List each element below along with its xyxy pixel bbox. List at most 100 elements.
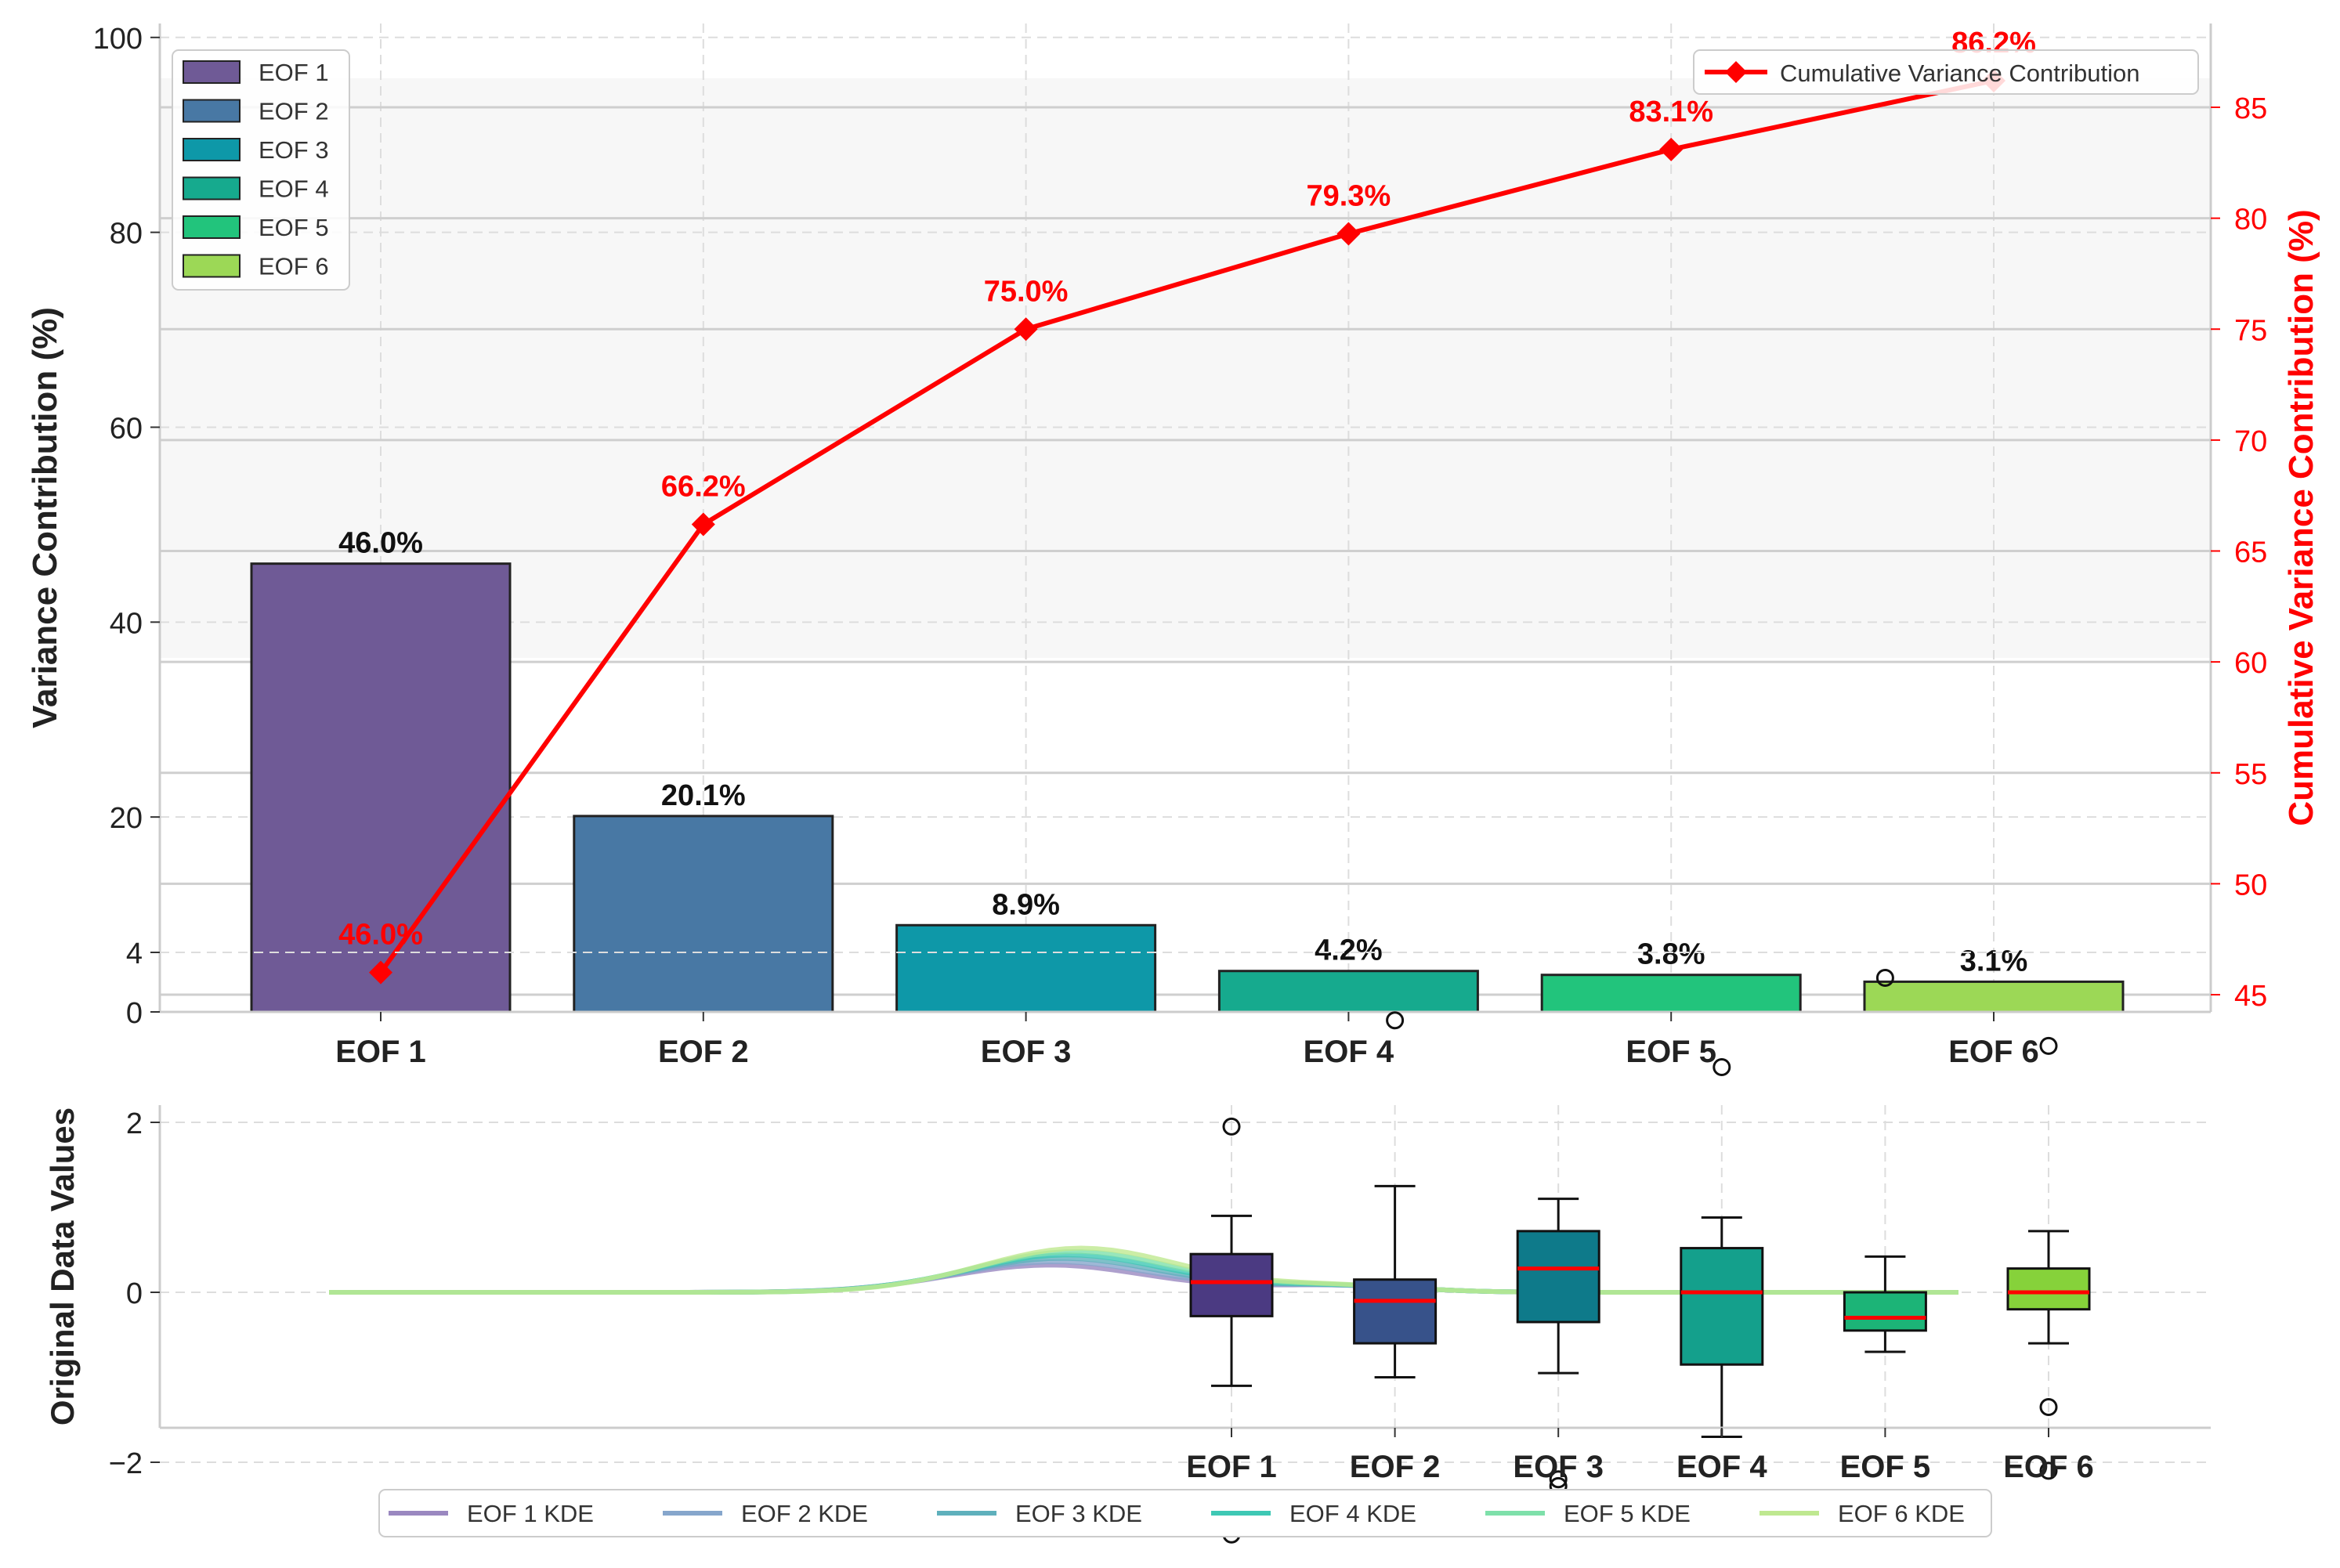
- outlier-point: [2039, 1036, 2058, 1055]
- kde-legend-items: EOF 1 KDE EOF 2 KDE EOF 3 KDE EOF 4 KDE EOF …: [389, 1500, 1965, 1527]
- bar-legend-label: EOF 6: [259, 253, 329, 280]
- bottom-y-tick-label: −2: [109, 1447, 143, 1480]
- bottom-x-ticks: EOF 1 EOF 2 EOF 3 EOF 4 EOF 5 EOF 6: [1186, 1428, 2094, 1484]
- right-y-tick-label: 55: [2234, 758, 2267, 791]
- kde-legend-frame: [378, 1489, 1992, 1537]
- top-x-tick-label: EOF 5: [1626, 1035, 1716, 1069]
- outlier-point: [1875, 969, 1894, 988]
- outlier-point: [1222, 1117, 1241, 1136]
- right-y-tick-label: 75: [2234, 314, 2267, 347]
- bar-3: [895, 923, 1157, 1013]
- bar-value-label: 8.9%: [992, 888, 1060, 921]
- bar-5: [1540, 974, 1802, 1013]
- bar-legend-swatch: [183, 138, 241, 161]
- bottom-y-ticks: −2 0 2 4: [109, 938, 160, 1480]
- kde-legend: EOF 1 KDE EOF 2 KDE EOF 3 KDE EOF 4 KDE EOF …: [378, 1489, 1992, 1537]
- right-y-tick-label: 70: [2234, 425, 2267, 458]
- left-y-tick-label: 40: [110, 607, 143, 640]
- line-legend-frame: [1693, 49, 2199, 95]
- bar-value-label: 46.0%: [338, 527, 423, 560]
- left-y-tick-label: 20: [110, 802, 143, 835]
- cumulative-point-labels: 46.0%66.2%75.0%79.3%83.1%86.2%: [338, 27, 2036, 952]
- bottom-y-tick-label: 2: [126, 1107, 143, 1140]
- bar-legend-items: EOF 1 EOF 2 EOF 3 EOF 4 EOF 5 EOF 6: [183, 59, 329, 280]
- right-y-tick-label: 50: [2234, 869, 2267, 901]
- cumulative-point-label: 66.2%: [661, 471, 746, 504]
- top-plot-shading: [160, 78, 2211, 658]
- kde-legend-label: EOF 2 KDE: [741, 1500, 868, 1527]
- bottom-y-tick-label: 0: [126, 1277, 143, 1310]
- right-y-tick-label: 80: [2234, 204, 2267, 237]
- bar-2: [573, 815, 834, 1013]
- outlier-point: [1713, 1057, 1731, 1076]
- cumulative-point-marker: [369, 960, 392, 985]
- boxplot-2: [1353, 1011, 1438, 1378]
- kde-legend-label: EOF 1 KDE: [467, 1500, 594, 1527]
- bar-legend-swatch: [183, 215, 241, 239]
- boxplot-1: [1189, 1117, 1274, 1544]
- right-y-axis-label: Cumulative Variance Contribution (%): [2282, 209, 2320, 826]
- left-y-tick-label: 80: [110, 218, 143, 251]
- bar-value-label: 3.1%: [1960, 945, 2028, 977]
- bar-legend-label: EOF 5: [259, 214, 329, 241]
- box-kde-panel: −2 0 2 4 EOF 1 EOF 2 EOF 3 EOF 4 EOF 5 EOF 6 Ori…: [44, 938, 2211, 1544]
- box-iqr: [2006, 1267, 2091, 1311]
- bar-value-label: 4.2%: [1315, 934, 1383, 967]
- line-legend: Cumulative Variance Contribution: [1693, 49, 2199, 95]
- bar-legend-swatch: [183, 99, 241, 123]
- box-iqr: [1189, 1252, 1274, 1317]
- cumulative-line-path: [378, 78, 1995, 974]
- right-y-ticks: 45 50 55 60 65 70 75 80 85: [2211, 92, 2267, 1013]
- kde-legend-label: EOF 6 KDE: [1838, 1500, 1965, 1527]
- bottom-x-tick-label: EOF 2: [1350, 1450, 1441, 1484]
- bottom-x-tick-label: EOF 4: [1676, 1450, 1767, 1484]
- bottom-x-tick-label: EOF 6: [2003, 1450, 2094, 1484]
- line-legend-marker: [1725, 61, 1747, 83]
- bar-legend-label: EOF 3: [259, 136, 329, 164]
- right-y-tick-label: 60: [2234, 647, 2267, 680]
- kde-legend-label: EOF 3 KDE: [1015, 1500, 1142, 1527]
- bottom-y-tick-label: 4: [126, 938, 143, 970]
- bar-legend-swatch: [183, 254, 241, 278]
- outlier-point: [2039, 1461, 2058, 1480]
- right-y-tick-label: 85: [2234, 92, 2267, 125]
- boxplot-6: [2006, 1036, 2091, 1480]
- boxplot-4: [1680, 1057, 1764, 1438]
- top-x-tick-label: EOF 1: [335, 1035, 426, 1069]
- bar-legend-swatch: [183, 60, 241, 84]
- bar-4: [1217, 970, 1479, 1013]
- bar-value-labels: 46.0% 20.1% 8.9% 4.2% 3.8% 3.1%: [338, 527, 2027, 978]
- boxplots: [1189, 969, 2091, 1544]
- box-iqr: [1353, 1278, 1438, 1345]
- cumulative-point-marker: [1336, 222, 1361, 246]
- bars: [250, 562, 2125, 1013]
- left-y-axis-label: Variance Contribution (%): [26, 307, 64, 728]
- cumulative-point-marker: [1659, 137, 1684, 161]
- boxplot-5: [1843, 969, 1927, 1353]
- box-iqr: [1516, 1230, 1600, 1324]
- outlier-point: [1386, 1011, 1405, 1030]
- bottom-y-axis-label: Original Data Values: [44, 1107, 81, 1425]
- cumulative-point-marker: [1014, 317, 1038, 341]
- right-y-tick-label: 65: [2234, 537, 2267, 569]
- line-legend-label: Cumulative Variance Contribution: [1780, 60, 2140, 87]
- bar-value-label: 3.8%: [1637, 938, 1705, 971]
- top-vertical-grid: [380, 23, 1995, 1012]
- cumulative-point-label: 79.3%: [1307, 179, 1391, 212]
- right-y-tick-label: 45: [2234, 980, 2267, 1013]
- top-x-ticks: EOF 1 EOF 2 EOF 3 EOF 4 EOF 5 EOF 6: [335, 1012, 2039, 1069]
- box-iqr: [1843, 1291, 1927, 1332]
- left-y-tick-label: 60: [110, 412, 143, 445]
- bar-legend-label: EOF 1: [259, 59, 329, 86]
- top-x-tick-label: EOF 2: [658, 1035, 749, 1069]
- left-y-tick-label: 0: [126, 997, 143, 1030]
- bar-legend-swatch: [183, 176, 241, 201]
- outlier-point: [1549, 1470, 1568, 1489]
- boxplot-3: [1516, 1198, 1600, 1495]
- variance-bar-panel: 46.0% 20.1% 8.9% 4.2% 3.8% 3.1% 46.0% 66.2% 75.…: [26, 23, 2320, 1069]
- top-x-tick-label: EOF 6: [1948, 1035, 2039, 1069]
- top-x-tick-label: EOF 3: [981, 1035, 1072, 1069]
- cumulative-point-label: 46.0%: [338, 919, 423, 952]
- bar-1: [250, 562, 512, 1013]
